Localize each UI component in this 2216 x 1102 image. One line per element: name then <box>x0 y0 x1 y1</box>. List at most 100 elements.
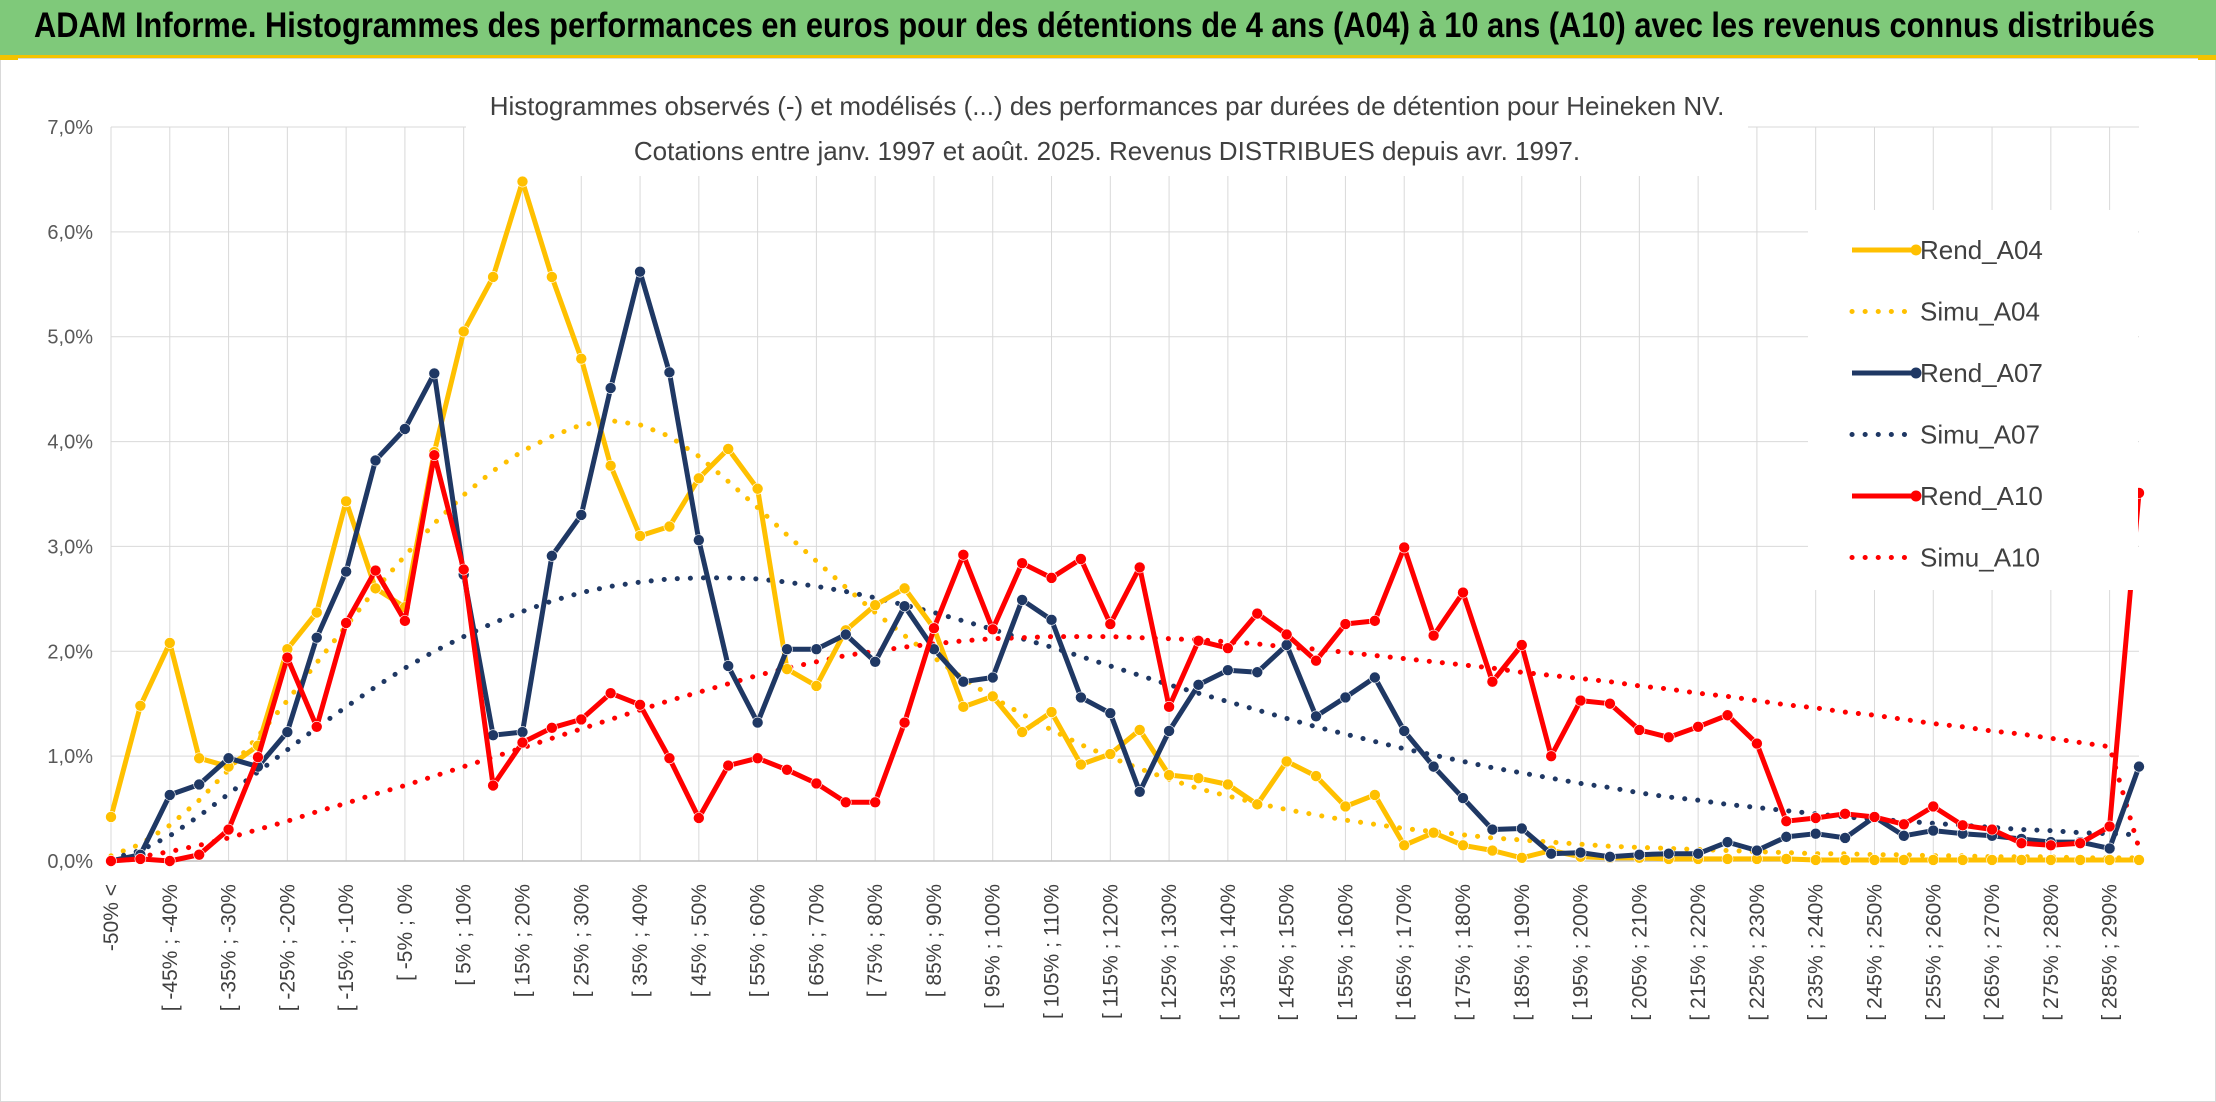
data-point <box>1133 724 1146 736</box>
data-point <box>2015 854 2028 866</box>
data-point <box>1045 614 1058 626</box>
y-tick-label: 0,0% <box>47 851 93 873</box>
data-point <box>457 325 470 338</box>
x-tick-label: [ 245% ; 250% <box>1863 884 1886 1021</box>
x-tick-label: [ -5% ; 0% <box>394 884 417 981</box>
data-point <box>1486 823 1499 836</box>
data-point <box>810 680 823 692</box>
data-point <box>1956 819 1969 832</box>
data-point <box>1310 770 1322 782</box>
data-point <box>898 716 911 729</box>
title-background <box>466 84 1748 176</box>
data-point <box>957 549 970 561</box>
data-point <box>1427 760 1440 773</box>
data-point <box>1133 561 1146 574</box>
data-point <box>1809 812 1822 824</box>
data-point <box>281 651 294 664</box>
x-tick-label: [ -25% ; -20% <box>276 884 299 1011</box>
data-point <box>1986 823 1998 836</box>
data-point <box>604 459 617 472</box>
series-line <box>108 575 2142 862</box>
data-point <box>693 812 705 824</box>
data-point <box>428 449 441 462</box>
data-point <box>1222 778 1234 791</box>
corner-accent <box>0 56 18 60</box>
x-tick-label: [ 285% ; 290% <box>2099 884 2122 1021</box>
x-tick-label: [ 145% ; 150% <box>1276 884 1299 1021</box>
data-point <box>1075 758 1087 771</box>
x-tick-label: -50% < <box>100 884 123 951</box>
data-point <box>1545 750 1557 762</box>
data-point <box>2045 839 2057 852</box>
data-point <box>781 763 793 776</box>
data-point <box>663 366 676 379</box>
data-point <box>1457 586 1469 599</box>
x-tick-label: [ 45% ; 50% <box>688 884 711 997</box>
data-point <box>810 777 823 790</box>
data-point <box>134 853 147 865</box>
x-tick-label: [ 5% ; 10% <box>453 884 476 986</box>
data-point <box>1751 844 1763 857</box>
data-point <box>1839 854 1851 866</box>
x-tick-label: [ 125% ; 130% <box>1158 884 1181 1021</box>
x-tick-label: [ 65% ; 70% <box>805 884 828 997</box>
data-point <box>2133 760 2145 773</box>
data-point <box>457 563 470 576</box>
data-point <box>1075 553 1087 565</box>
x-tick-label: [ 95% ; 100% <box>982 884 1005 1009</box>
x-tick-label: [ 85% ; 90% <box>923 884 946 997</box>
series-Rend_A04 <box>105 175 2145 866</box>
data-point <box>898 582 911 595</box>
legend-marker <box>1910 367 1922 379</box>
x-tick-label: [ -45% ; -40% <box>159 884 182 1011</box>
data-point <box>1398 541 1411 554</box>
data-point <box>134 700 147 712</box>
data-point <box>1545 847 1557 860</box>
x-tick-label: [ -15% ; -10% <box>335 884 358 1011</box>
data-point <box>1927 824 1940 837</box>
data-point <box>810 643 823 655</box>
data-point <box>575 352 588 365</box>
data-point <box>1515 639 1528 651</box>
legend: Rend_A04 Simu_A04 Rend_A07 Simu_A07 Rend_A10… <box>1849 235 2043 573</box>
data-point <box>369 454 382 467</box>
data-point <box>2074 837 2087 849</box>
data-point <box>2103 854 2116 866</box>
data-point <box>340 565 352 578</box>
data-point <box>487 779 499 792</box>
legend-background <box>1808 210 2138 590</box>
series-line <box>108 179 2142 863</box>
x-tick-label: [ 55% ; 60% <box>747 884 770 997</box>
data-point <box>310 606 323 619</box>
data-point <box>1604 697 1616 710</box>
data-point <box>2133 854 2145 866</box>
data-point <box>1398 725 1411 737</box>
data-point <box>1339 691 1352 704</box>
report-title: ADAM Informe. Histogrammes des performan… <box>34 6 2155 45</box>
legend-item: Simu_A07 <box>1849 420 2040 450</box>
data-point <box>1222 642 1234 654</box>
data-point <box>1486 675 1499 688</box>
data-point <box>1868 854 1881 866</box>
data-point <box>1956 854 1969 866</box>
data-point <box>1104 748 1117 760</box>
data-point <box>399 615 411 627</box>
data-point <box>1398 839 1411 852</box>
data-point <box>1780 853 1793 865</box>
data-point <box>1809 854 1822 866</box>
data-point <box>1045 706 1058 718</box>
data-point <box>1163 725 1175 737</box>
legend-label: Rend_A10 <box>1920 481 2043 511</box>
data-point <box>1721 853 1734 865</box>
x-tick-label: [ 185% ; 190% <box>1511 884 1534 1021</box>
data-point <box>751 716 764 729</box>
x-tick-label: [ 275% ; 280% <box>2040 884 2063 1021</box>
x-tick-label: [ 215% ; 220% <box>1687 884 1710 1021</box>
data-point <box>1574 694 1587 707</box>
data-point <box>2015 837 2028 849</box>
data-point <box>634 265 646 278</box>
data-point <box>751 482 764 495</box>
data-point <box>193 752 205 765</box>
data-point <box>634 698 646 711</box>
data-point <box>986 671 999 684</box>
